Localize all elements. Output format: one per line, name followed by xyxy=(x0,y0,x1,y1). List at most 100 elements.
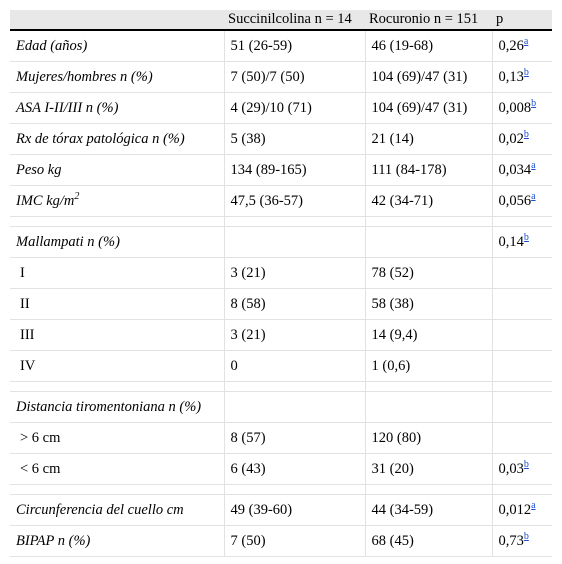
row-label: III xyxy=(10,319,225,351)
table-row: Circunferencia del cuello cm 49 (39-60) 44… xyxy=(10,494,552,526)
p-value-cell xyxy=(492,288,552,320)
rocuronio-value xyxy=(365,391,493,423)
p-value-cell xyxy=(492,350,552,382)
succinilcolina-value xyxy=(224,226,366,258)
footnote-link[interactable]: b xyxy=(523,231,529,243)
row-label-text: BIPAP n (%) xyxy=(16,532,91,549)
rocuronio-value: 120 (80) xyxy=(365,422,493,454)
succinilcolina-value: 3 (21) xyxy=(224,257,366,289)
p-value-cell xyxy=(492,257,552,289)
footnote-link[interactable]: a xyxy=(531,499,536,511)
footnote-link[interactable]: a xyxy=(523,35,529,47)
spacer-cell xyxy=(224,484,366,495)
footnote-marker: b xyxy=(524,67,529,78)
row-label: < 6 cm xyxy=(10,453,225,485)
row-label: Circunferencia del cuello cm xyxy=(10,494,225,526)
rocuronio-value: 14 (9,4) xyxy=(365,319,493,351)
row-label-text: < 6 cm xyxy=(20,460,61,477)
footnote-link[interactable]: a xyxy=(531,190,536,202)
p-value-cell: 0,14b xyxy=(492,226,552,258)
table-row: Distancia tiromentoniana n (%) xyxy=(10,391,552,423)
table-body: Edad (años) 51 (26-59) 46 (19-68) 0,26a Muje… xyxy=(10,30,552,557)
rocuronio-value: 111 (84-178) xyxy=(365,154,493,186)
footnote-marker: b xyxy=(524,232,529,243)
footnote-link[interactable]: a xyxy=(531,159,536,171)
footnote-link[interactable]: b xyxy=(523,530,529,542)
p-value-cell: 0,03b xyxy=(492,453,552,485)
footnote-link[interactable]: b xyxy=(531,97,537,109)
header-rocuronio: Rocuronio n = 151 xyxy=(365,10,492,31)
row-label-text: IMC kg/m xyxy=(16,192,75,209)
footnote-marker: b xyxy=(524,129,529,140)
rocuronio-value: 31 (20) xyxy=(365,453,493,485)
spacer-cell xyxy=(10,381,225,392)
p-value: 0,056 xyxy=(498,192,532,209)
spacer-row xyxy=(10,216,552,227)
rocuronio-value xyxy=(365,226,493,258)
row-label-text: I xyxy=(20,264,25,281)
rocuronio-value: 58 (38) xyxy=(365,288,493,320)
p-value: 0,73 xyxy=(498,532,524,549)
spacer-cell xyxy=(224,381,366,392)
row-label-text: III xyxy=(20,326,35,343)
rocuronio-value: 68 (45) xyxy=(365,525,493,557)
p-value-cell: 0,012a xyxy=(492,494,552,526)
p-value-cell: 0,02b xyxy=(492,123,552,155)
p-value-cell: 0,73b xyxy=(492,525,552,557)
p-value: 0,02 xyxy=(498,130,524,147)
footnote-link[interactable]: b xyxy=(523,66,529,78)
spacer-cell xyxy=(492,216,552,227)
p-value: 0,03 xyxy=(498,460,524,477)
footnote-marker: a xyxy=(531,160,535,171)
spacer-cell xyxy=(492,484,552,495)
row-label-text: Distancia tiromentoniana n (%) xyxy=(16,398,202,415)
footnote-marker: a xyxy=(524,36,528,47)
table-row: Mujeres/hombres n (%) 7 (50)/7 (50) 104 (6… xyxy=(10,61,552,93)
row-label: IV xyxy=(10,350,225,382)
row-label: Mujeres/hombres n (%) xyxy=(10,61,225,93)
row-label: Mallampati n (%) xyxy=(10,226,225,258)
footnote-link[interactable]: b xyxy=(523,458,529,470)
rocuronio-value: 44 (34-59) xyxy=(365,494,493,526)
table-row: IMC kg/m2 47,5 (36-57) 42 (34-71) 0,056a xyxy=(10,185,552,217)
p-value-cell: 0,008b xyxy=(492,92,552,124)
succinilcolina-value: 49 (39-60) xyxy=(224,494,366,526)
spacer-cell xyxy=(365,216,493,227)
p-value: 0,012 xyxy=(498,501,532,518)
footnote-link[interactable]: b xyxy=(523,128,529,140)
rocuronio-value: 104 (69)/47 (31) xyxy=(365,92,493,124)
header-row: Succinilcolina n = 14 Rocuronio n = 151 … xyxy=(10,10,552,31)
p-value-cell: 0,056a xyxy=(492,185,552,217)
p-value-cell: 0,26a xyxy=(492,30,552,62)
data-table: Succinilcolina n = 14 Rocuronio n = 151 … xyxy=(10,10,552,557)
p-value-cell: 0,034a xyxy=(492,154,552,186)
table-row: BIPAP n (%) 7 (50) 68 (45) 0,73b xyxy=(10,525,552,557)
row-label-text: Mallampati n (%) xyxy=(16,233,120,250)
row-label: Peso kg xyxy=(10,154,225,186)
rocuronio-value: 1 (0,6) xyxy=(365,350,493,382)
rocuronio-value: 78 (52) xyxy=(365,257,493,289)
spacer-row xyxy=(10,381,552,392)
row-label: Rx de tórax patológica n (%) xyxy=(10,123,225,155)
p-value: 0,14 xyxy=(498,233,524,250)
p-value-cell xyxy=(492,391,552,423)
row-label-text: IV xyxy=(20,357,36,374)
succinilcolina-value: 4 (29)/10 (71) xyxy=(224,92,366,124)
spacer-cell xyxy=(10,216,225,227)
succinilcolina-value: 5 (38) xyxy=(224,123,366,155)
p-value: 0,034 xyxy=(498,161,532,178)
table-row: ASA I-II/III n (%) 4 (29)/10 (71) 104 (69)… xyxy=(10,92,552,124)
table-row: Peso kg 134 (89-165) 111 (84-178) 0,034a xyxy=(10,154,552,186)
p-value: 0,008 xyxy=(498,99,532,116)
table-row: IV 0 1 (0,6) xyxy=(10,350,552,382)
footnote-marker: b xyxy=(524,459,529,470)
spacer-cell xyxy=(224,216,366,227)
row-label: I xyxy=(10,257,225,289)
table-row: Mallampati n (%) 0,14b xyxy=(10,226,552,258)
header-p-value: p xyxy=(492,10,552,31)
row-label-text: Circunferencia del cuello cm xyxy=(16,501,184,518)
row-label-text: Peso kg xyxy=(16,161,62,178)
row-label-text: ASA I-II/III n (%) xyxy=(16,99,119,116)
row-label-text: Edad (años) xyxy=(16,37,88,54)
row-label: > 6 cm xyxy=(10,422,225,454)
